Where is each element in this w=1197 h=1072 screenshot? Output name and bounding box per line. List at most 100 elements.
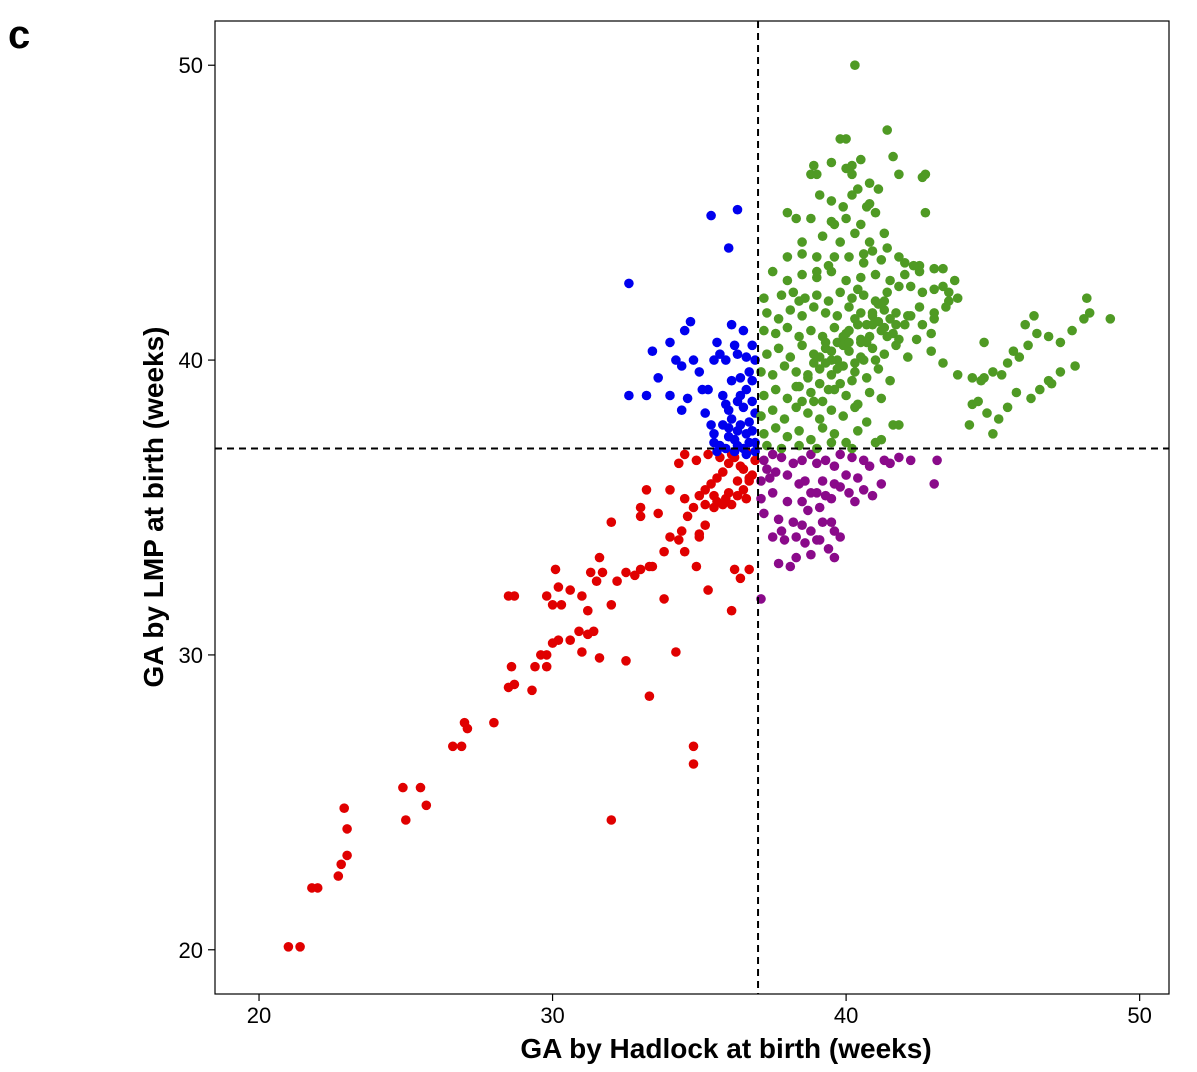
data-point — [882, 125, 892, 135]
data-point — [541, 661, 552, 672]
data-point — [456, 741, 467, 752]
data-point — [814, 414, 825, 424]
data-point — [1084, 308, 1095, 318]
data-point — [967, 373, 978, 383]
data-point — [993, 414, 1004, 424]
data-point — [850, 314, 860, 324]
data-point — [782, 393, 793, 404]
data-point — [556, 600, 567, 610]
data-point — [829, 322, 840, 333]
data-point — [718, 467, 728, 477]
data-point — [770, 328, 781, 339]
data-point — [900, 269, 910, 280]
data-point — [594, 552, 605, 563]
data-point — [283, 942, 294, 952]
data-point — [838, 331, 848, 342]
data-point — [820, 308, 831, 318]
data-point — [847, 190, 857, 200]
data-point — [894, 452, 904, 463]
data-point — [741, 449, 752, 460]
data-point — [858, 249, 869, 259]
data-point — [665, 485, 675, 495]
data-point — [882, 243, 892, 253]
data-point — [876, 434, 887, 445]
data-point — [721, 493, 731, 504]
data-point — [917, 287, 928, 298]
data-point — [726, 499, 737, 510]
data-point — [835, 237, 845, 247]
data-point — [803, 505, 813, 516]
data-point — [726, 414, 737, 424]
data-point — [814, 364, 825, 374]
data-point — [732, 204, 743, 215]
data-point — [794, 296, 804, 306]
data-point — [903, 352, 913, 362]
data-point — [712, 473, 722, 483]
data-point — [826, 517, 837, 527]
data-point — [1023, 340, 1033, 351]
data-point — [826, 405, 837, 416]
data-point — [929, 263, 939, 274]
data-point — [565, 585, 575, 595]
data-point — [806, 449, 816, 460]
data-point — [676, 361, 687, 371]
data-point — [835, 287, 845, 298]
series-2 — [756, 449, 942, 604]
data-point — [1079, 314, 1089, 324]
data-point — [767, 405, 778, 416]
data-point — [803, 408, 813, 418]
data-point — [829, 252, 840, 262]
data-point — [415, 782, 426, 793]
data-point — [882, 287, 892, 298]
data-point — [814, 352, 825, 362]
data-point — [864, 178, 875, 188]
data-point — [806, 387, 816, 398]
data-point — [988, 367, 998, 377]
data-point — [870, 207, 881, 218]
data-point — [885, 458, 895, 469]
data-point — [723, 423, 734, 433]
data-point — [676, 405, 687, 416]
data-point — [829, 219, 840, 230]
data-point — [973, 396, 983, 407]
data-point — [779, 361, 790, 371]
data-point — [817, 476, 828, 486]
series-0 — [283, 446, 760, 952]
data-point — [767, 266, 778, 277]
data-point — [738, 402, 749, 413]
data-point — [565, 635, 575, 645]
data-point — [712, 337, 722, 348]
data-point — [553, 582, 564, 592]
data-point — [797, 249, 807, 259]
data-point — [1070, 361, 1080, 371]
data-point — [706, 479, 716, 489]
data-point — [853, 426, 863, 436]
data-point — [791, 532, 801, 542]
data-point — [879, 349, 890, 360]
data-point — [850, 496, 860, 507]
data-point — [812, 488, 822, 498]
data-point — [861, 337, 872, 348]
data-point — [856, 219, 866, 230]
data-point — [797, 237, 807, 247]
data-point — [612, 576, 622, 586]
data-point — [685, 316, 696, 327]
data-point — [732, 396, 743, 407]
data-point — [342, 824, 352, 834]
data-point — [814, 190, 825, 200]
data-point — [1020, 319, 1030, 330]
data-point — [829, 552, 840, 563]
data-point — [835, 378, 845, 389]
data-point — [674, 458, 684, 469]
data-point — [588, 626, 599, 637]
data-point — [779, 414, 790, 424]
data-point — [550, 564, 561, 575]
data-point — [459, 717, 470, 728]
data-point — [641, 390, 652, 401]
data-point — [817, 423, 828, 433]
data-point — [621, 567, 631, 578]
data-point — [861, 417, 872, 427]
data-point — [653, 508, 663, 519]
data-point — [835, 532, 845, 542]
data-point — [732, 349, 743, 360]
